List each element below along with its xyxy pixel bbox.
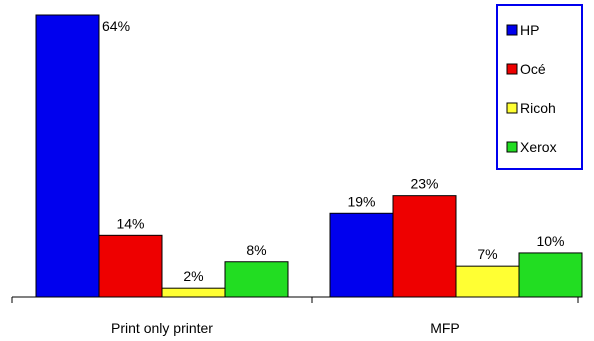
data-labels-group: 64% 14% 2% 8% 19% 23% 7% 10% — [102, 18, 565, 284]
bar-xerox-mfp — [518, 252, 583, 298]
bar-ricoh-mfp — [455, 265, 520, 298]
category-label: MFP — [430, 320, 460, 336]
data-label: 8% — [246, 242, 266, 258]
data-label: 64% — [102, 18, 130, 34]
data-label: 2% — [183, 268, 203, 284]
legend-swatch — [506, 102, 518, 114]
legend-label: Xerox — [520, 139, 557, 155]
legend-swatch — [506, 63, 518, 75]
bar-hp-print-only-printer — [35, 14, 100, 298]
legend-label: Ricoh — [520, 100, 556, 116]
category-label: Print only printer — [111, 320, 213, 336]
legend-label: HP — [520, 22, 539, 38]
bar-océ-print-only-printer — [98, 234, 163, 298]
data-label: 19% — [347, 193, 375, 209]
bar-xerox-print-only-printer — [224, 261, 289, 298]
legend-swatch — [506, 141, 518, 153]
data-label: 14% — [116, 215, 144, 231]
x-axis — [11, 296, 579, 303]
legend: HP Océ Ricoh Xerox — [496, 4, 583, 170]
legend-label: Océ — [520, 61, 546, 77]
data-label: 23% — [410, 176, 438, 192]
category-labels-group: Print only printer MFP — [111, 320, 460, 336]
bar-ricoh-print-only-printer — [161, 287, 226, 298]
bars-group — [35, 14, 583, 298]
legend-swatch — [506, 24, 518, 36]
data-label: 10% — [536, 233, 564, 249]
bar-hp-mfp — [329, 212, 394, 298]
data-label: 7% — [477, 246, 497, 262]
bar-océ-mfp — [392, 195, 457, 298]
